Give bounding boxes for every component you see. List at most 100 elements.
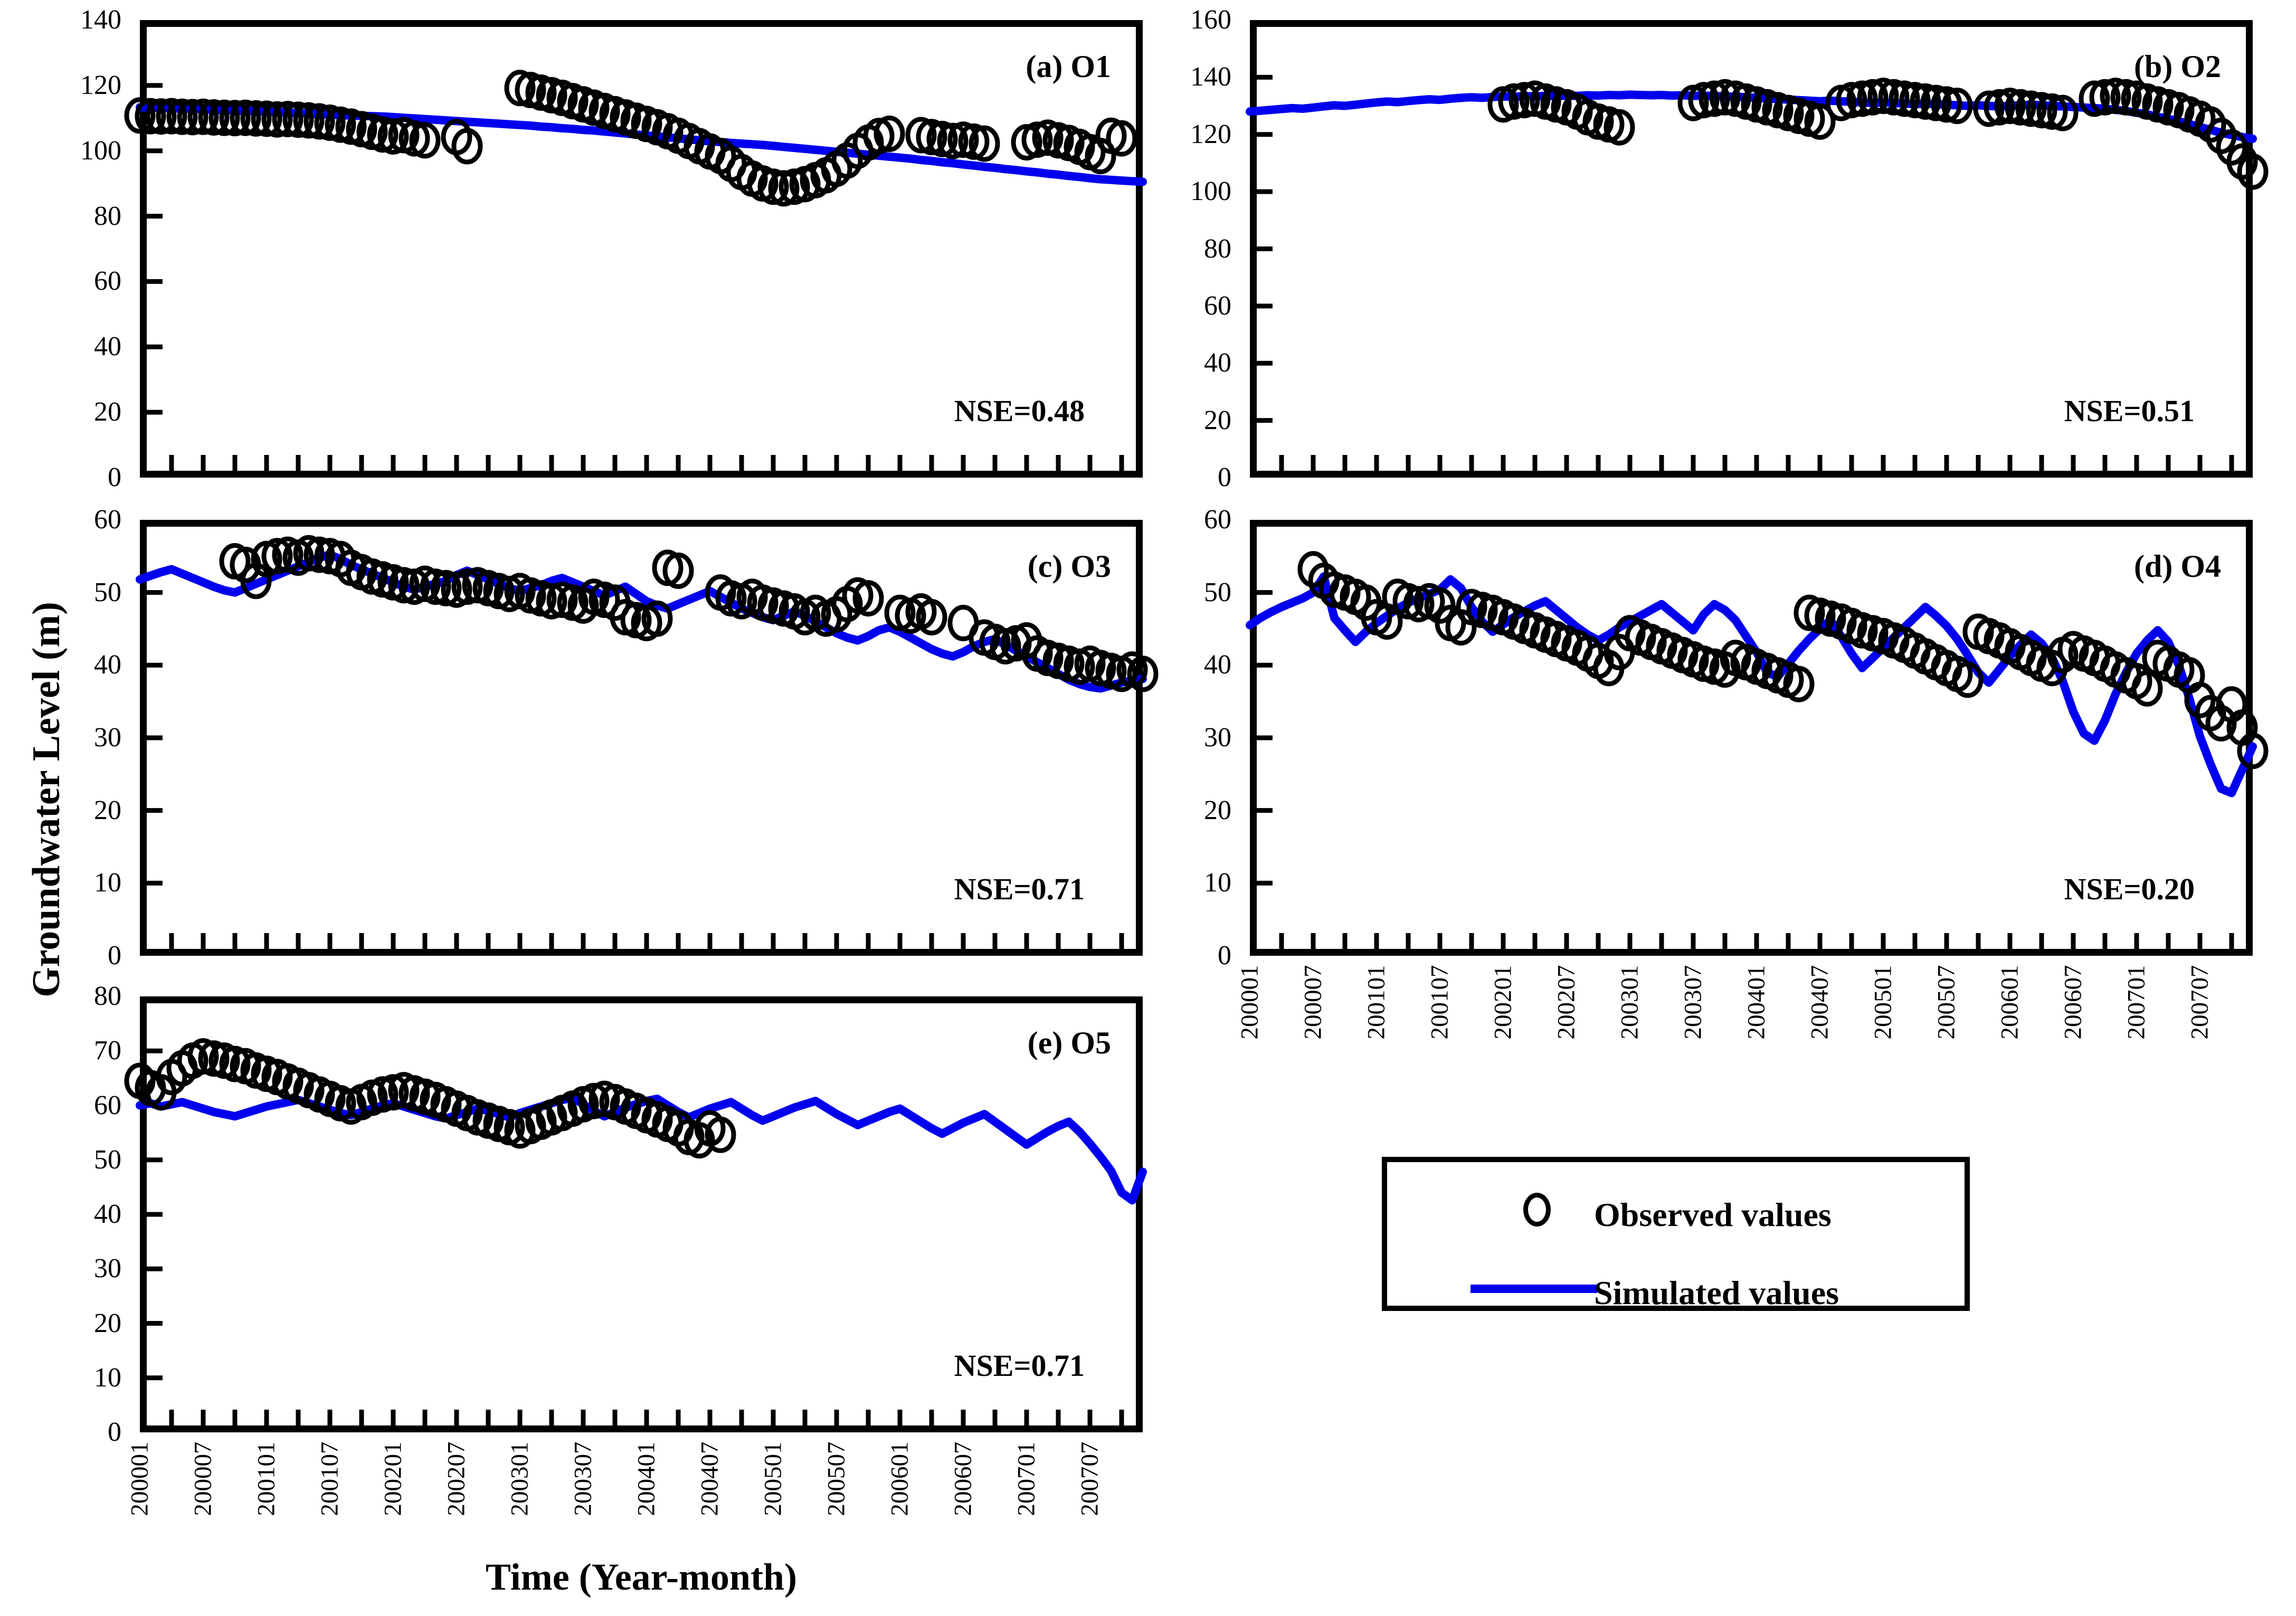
panel-a-observed-point: [1106, 120, 1137, 157]
panel-a-ytick-label: 140: [80, 5, 121, 35]
panel-a-observed-point: [156, 98, 187, 135]
panel-a-axis-box: [140, 20, 1143, 478]
panel-a-nse: NSE=0.48: [954, 394, 1085, 428]
panel-b-observed-point: [1910, 83, 1941, 120]
panel-e-observed-point: [578, 1082, 610, 1119]
panel-e-xtick-label: 200101: [252, 1441, 280, 1516]
panel-a-observed-point: [145, 98, 177, 135]
panel-d-xtick-label: 200107: [1426, 965, 1454, 1040]
panel-b-observed-point: [1498, 83, 1530, 120]
panel-d-ytick-label: 40: [1204, 650, 1231, 680]
panel-a-observed-point: [916, 119, 947, 156]
panel-d-xtick-label: 200601: [1996, 965, 2024, 1040]
panel-d-xtick-label: 200001: [1236, 965, 1264, 1040]
panel-a-observed-point: [261, 101, 293, 138]
panel-d-xtick-label: 200007: [1299, 965, 1327, 1040]
panel-d-ytick-label: 20: [1204, 795, 1231, 825]
panel-a-observed-point: [124, 97, 156, 134]
panel-e-xtick-label: 200701: [1012, 1441, 1040, 1516]
panel-a-observed-point: [377, 118, 409, 155]
panel-b-observed-point: [1889, 80, 1920, 117]
panel-a-observed-point: [905, 117, 937, 154]
panel-a-observed-point: [282, 101, 314, 138]
panel-e-ytick-label: 10: [94, 1362, 121, 1393]
panel-e-ytick-label: 60: [94, 1090, 121, 1120]
panel-d-ytick-label: 0: [1218, 940, 1231, 971]
panel-b-observed-point: [2036, 93, 2068, 130]
panel-b-observed-point: [2110, 79, 2142, 116]
panel-a-observed-point: [219, 100, 251, 137]
panel-b-observed-point: [1688, 82, 1720, 119]
panel-a-observed-point: [969, 125, 1000, 162]
panel-b-observed-point: [2100, 78, 2131, 115]
panel-c-ytick-label: 0: [108, 940, 121, 971]
panel-b-observed-point: [1984, 89, 2015, 126]
panel-c-observed-point: [1127, 655, 1159, 692]
panel-c-ytick-label: 50: [94, 577, 121, 607]
panel-a-observed-point: [409, 122, 441, 159]
panel-a-observed-point: [251, 100, 282, 137]
panel-b-observed-point: [1804, 103, 1836, 140]
panel-c-ytick-label: 40: [94, 650, 121, 680]
panel-e-xtick-label: 200501: [759, 1441, 787, 1516]
panel-c-plot: [136, 520, 1159, 956]
panel-b-observed-point: [1709, 79, 1741, 116]
panel-c-observed-point: [451, 568, 483, 605]
panel-b-observed-point: [1994, 88, 2026, 125]
panel-c-ytick-label: 60: [94, 505, 121, 535]
panel-e-xtick-label: 200507: [822, 1441, 850, 1516]
panel-b-observed-point: [1836, 82, 1867, 119]
panel-b-ticks: [1257, 74, 2234, 471]
panel-d-nse: NSE=0.20: [2064, 872, 2195, 906]
panel-d-ytick-label: 50: [1204, 577, 1231, 607]
panel-a-ytick-label: 40: [94, 331, 121, 362]
panel-a-observed-point: [230, 99, 261, 136]
panel-c-ytick-label: 10: [94, 868, 121, 898]
panel-c-observed-point: [536, 583, 567, 620]
panel-a-ticks: [147, 83, 1124, 471]
panel-b-axis-box: [1250, 20, 2253, 478]
panel-a-ytick-label: 120: [80, 70, 121, 100]
legend-simulated-label: Simulated values: [1594, 1274, 1839, 1311]
panel-e-xtick-label: 200107: [316, 1441, 344, 1516]
panel-e-title: (e) O5: [1027, 1025, 1111, 1060]
panel-b-ytick-label: 160: [1190, 5, 1231, 35]
panel-b-ytick-label: 40: [1204, 348, 1231, 378]
panel-c-observed-point: [430, 569, 462, 606]
panel-e-ytick-label: 80: [94, 981, 121, 1011]
panel-c-observed-point: [662, 552, 694, 589]
panel-e-xtick-label: 200307: [569, 1441, 597, 1516]
panel-e-observed-point: [367, 1076, 399, 1113]
panel-d-ytick-label: 60: [1204, 505, 1231, 535]
panel-b-observed-point: [2015, 90, 2047, 127]
panel-a-observed-point: [874, 116, 905, 152]
panel-b-ytick-label: 0: [1218, 462, 1231, 492]
panel-b-observed-point: [2047, 94, 2079, 131]
panel-b-observed-point: [2237, 153, 2269, 190]
panel-a-observed-point: [314, 104, 346, 141]
legend: Observed values Simulated values: [1382, 1157, 1970, 1311]
panel-d-xtick-label: 200607: [2059, 965, 2087, 1040]
panel-b-observed-point: [1867, 78, 1899, 115]
panel-a-observed-point: [198, 99, 230, 136]
panel-e-observed-point: [705, 1116, 736, 1153]
panel-d-xtick-label: 200401: [1742, 965, 1770, 1040]
panel-d-ytick-label: 10: [1204, 868, 1231, 898]
panel-e-xtick-label: 200207: [442, 1441, 470, 1516]
panel-d-xtick-label: 200507: [1932, 965, 1960, 1040]
panel-d-xtick-label: 200701: [2122, 965, 2150, 1040]
panel-a-ytick-label: 20: [94, 397, 121, 427]
panel-b-observed-point: [1604, 109, 1635, 146]
panel-b-observed-point: [1973, 90, 2005, 127]
panel-a-observed-point: [1021, 121, 1053, 158]
panel-b-ytick-label: 120: [1190, 119, 1231, 149]
panel-c-observed-point: [388, 567, 420, 604]
simulated-line-icon: [1470, 1285, 1597, 1293]
panel-e-ytick-label: 40: [94, 1199, 121, 1229]
panel-b-observed-point: [1699, 80, 1730, 117]
panel-c-ytick-label: 30: [94, 723, 121, 753]
panel-a-observed-point: [937, 122, 969, 159]
panel-b-observed-point: [1920, 84, 1952, 121]
